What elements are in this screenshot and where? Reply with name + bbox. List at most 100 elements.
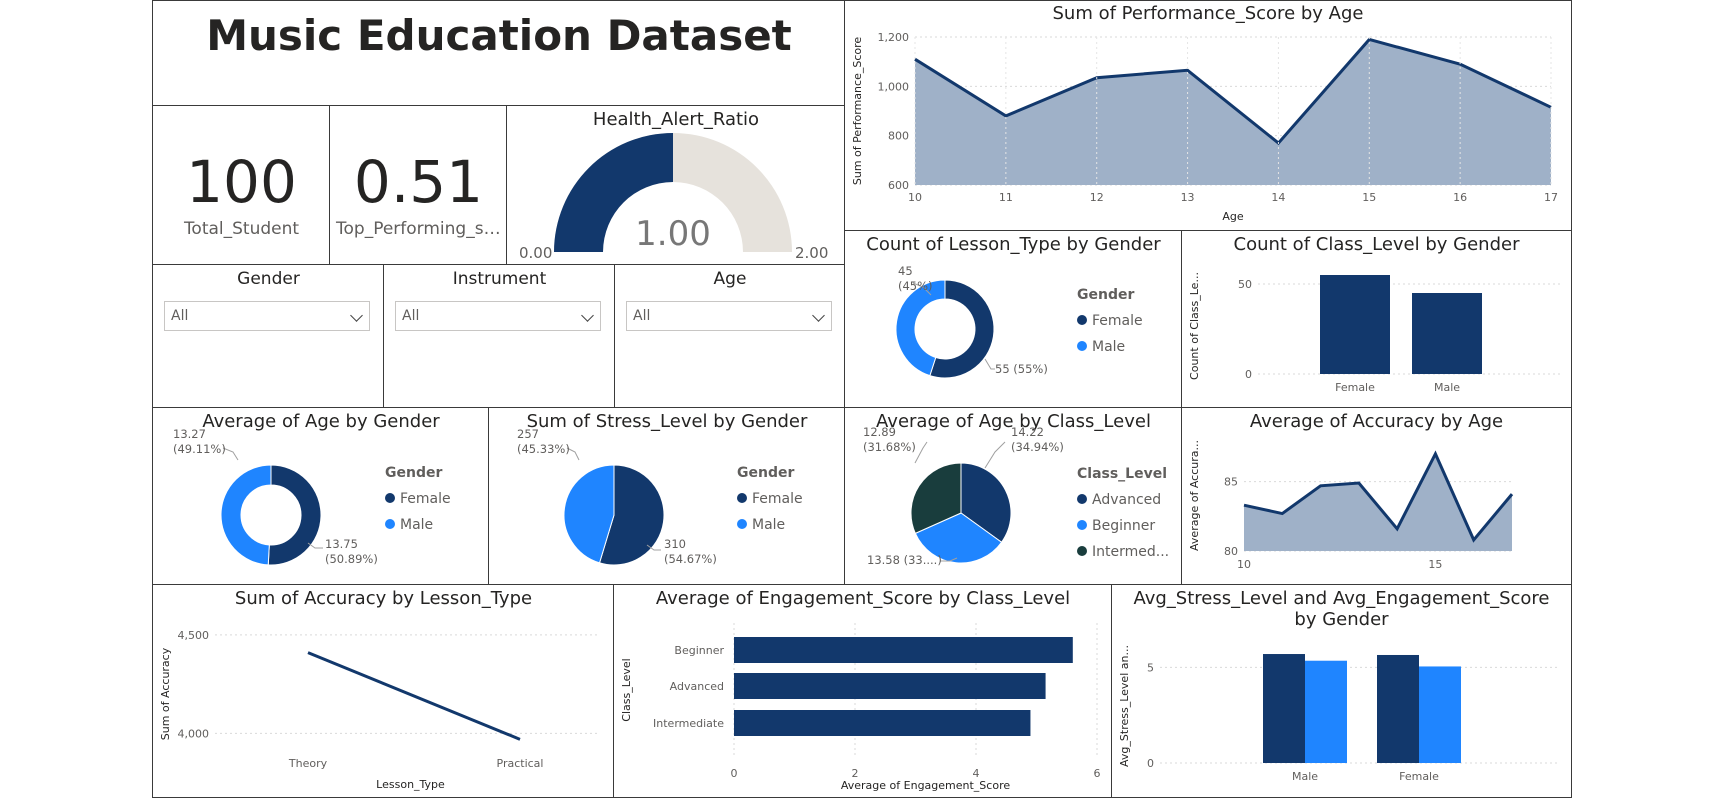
bar [734,637,1073,663]
y-axis-title: Avg_Stress_Level an... [1118,645,1131,767]
gauge-health-alert[interactable]: Health_Alert_Ratio 1.00 0.00 2.00 [506,105,846,266]
bar [1305,660,1347,763]
bar [1419,666,1461,763]
legend-item: Intermed... [1092,544,1169,560]
bar [1412,293,1482,374]
pie-slice [960,462,1012,543]
bar [1263,654,1305,763]
chart-age-by-class[interactable]: Average of Age by Class_Level 14.22 (34.9… [844,407,1183,586]
donut-chart-svg: 13.75 (50.89%) 13.27 (49.11%) Gender Female Ma… [173,427,451,566]
legend-item: Male [752,517,785,533]
chevron-down-icon[interactable] [812,309,825,322]
y-axis-title: Sum of Accuracy [159,647,172,740]
data-label: 310 (54.67%) [664,537,717,566]
x-tick-label: 13 [1181,191,1195,204]
chart-age-by-gender[interactable]: Average of Age by Gender 13.75 (50.89%) 13… [152,407,490,586]
x-tick-label: Female [1399,770,1439,783]
chart-stress-eng-by-gender[interactable]: Avg_Stress_Level and Avg_Engagement_Scor… [1111,584,1572,798]
y-tick-label: 800 [888,130,909,143]
x-tick-label: 11 [999,191,1013,204]
legend-marker [385,519,395,529]
dropdown-value: All [402,308,420,324]
bar [1377,654,1419,763]
slicer-label: Instrument [452,269,547,289]
legend-marker [385,493,395,503]
chart-perf-by-age[interactable]: Sum of Performance_Score by Age 600 800 1,… [844,0,1572,232]
x-tick-label: 14 [1271,191,1285,204]
chevron-down-icon[interactable] [350,309,363,322]
pie-slice [929,279,995,379]
legend-title: Gender [737,465,794,481]
chart-title: Avg_Stress_Level and Avg_Engagement_Scor… [1133,588,1550,630]
clustered-bar-chart-svg: 0 5 Male Female Avg_Stress_Level an... [1118,645,1558,783]
gender-dropdown[interactable]: All [164,301,370,331]
instrument-dropdown[interactable]: All [395,301,601,331]
pie-slice [895,279,946,377]
gauge-max: 2.00 [795,244,828,262]
donut-chart-svg: 55 (55%) 45 (45%) Gender Female Male [895,264,1143,379]
x-axis-title: Lesson_Type [376,778,445,791]
pie-chart-svg: 14.22 (34.94%) 13.58 (33....) 12.89 (31.68%)… [863,425,1169,567]
x-tick-label: Theory [288,757,328,770]
data-label: 13.75 (50.89%) [325,537,378,566]
x-tick-label: Male [1292,770,1318,783]
kpi-card-total-student[interactable]: 100 Total_Student [152,105,331,266]
area-chart-svg: 600 800 1,000 1,200 10 11 12 13 14 15 16 17 Age Sum o… [851,31,1558,223]
y-tick-label: 1,000 [878,80,910,93]
slicer-age: Age All [614,264,846,409]
bar [734,673,1046,699]
data-label: 55 (55%) [995,362,1048,376]
leader-line [940,557,958,562]
leader-line [984,358,995,370]
y-axis-title: Class_Level [620,658,633,721]
chart-title: Average of Accuracy by Age [1249,411,1504,432]
chart-title: Count of Class_Level by Gender [1233,234,1520,255]
x-tick-label: Practical [497,757,544,770]
title-tile: Music Education Dataset [152,0,846,107]
data-label: 14.22 (34.94%) [1011,425,1064,454]
chevron-down-icon[interactable] [581,309,594,322]
age-dropdown[interactable]: All [626,301,832,331]
pie-slice [563,464,615,564]
y-axis-title: Count of Class_Le... [1188,272,1201,380]
data-label: 45 (45%) [898,264,933,293]
chart-title: Average of Engagement_Score by Class_Lev… [655,588,1071,609]
chart-class-by-gender[interactable]: Count of Class_Level by Gender 0 50 Female… [1181,230,1572,409]
y-axis-title: Average of Accura... [1188,440,1201,551]
legend-item: Male [400,517,433,533]
legend-item: Male [1092,339,1125,355]
data-label: 13.58 (33....) [867,553,942,567]
y-tick-label: 80 [1224,545,1238,558]
slicer-instrument: Instrument All [383,264,616,409]
bar-chart-svg: 0 50 Female Male Count of Class_Le... [1188,272,1562,394]
gauge-title: Health_Alert_Ratio [592,109,760,130]
pie-slice [598,464,665,566]
dashboard-title: Music Education Dataset [206,11,792,60]
chart-title: Sum of Stress_Level by Gender [526,411,808,432]
leader-line [566,447,580,461]
legend-marker [1077,546,1087,556]
y-tick-label: 0 [1147,757,1154,770]
y-tick-label: 5 [1147,661,1154,674]
y-tick-label: 1,200 [878,31,910,44]
chart-acc-by-age[interactable]: Average of Accuracy by Age 80 85 10 15 Avera… [1181,407,1572,586]
chart-eng-by-class[interactable]: Average of Engagement_Score by Class_Lev… [613,584,1113,798]
legend-item: Female [400,491,451,507]
pie-chart-svg: 310 (54.67%) 257 (45.33%) Gender Female Male [517,427,803,566]
area-fill [915,39,1551,185]
chart-acc-by-lesson[interactable]: Sum of Accuracy by Lesson_Type 4,000 4,50… [152,584,615,798]
x-tick-label: 0 [731,767,738,780]
chart-stress-by-gender[interactable]: Sum of Stress_Level by Gender 310 (54.67%… [488,407,846,586]
legend-item: Female [752,491,803,507]
leader-line [307,542,323,549]
dashboard: Music Education Dataset 100 Total_Studen… [152,0,1572,798]
x-tick-label: 4 [973,767,980,780]
kpi-value: 0.51 [353,148,484,216]
kpi-card-top-performing[interactable]: 0.51 Top_Performing_st... [329,105,508,266]
kpi-label: Total_Student [183,219,300,239]
y-tick-label: 0 [1245,368,1252,381]
chart-title: Count of Lesson_Type by Gender [866,234,1161,255]
area-chart-svg: 80 85 10 15 Average of Accura... [1188,440,1514,571]
chart-lesson-by-gender[interactable]: Count of Lesson_Type by Gender 55 (55%) 4… [844,230,1183,409]
series-line [914,37,1552,146]
